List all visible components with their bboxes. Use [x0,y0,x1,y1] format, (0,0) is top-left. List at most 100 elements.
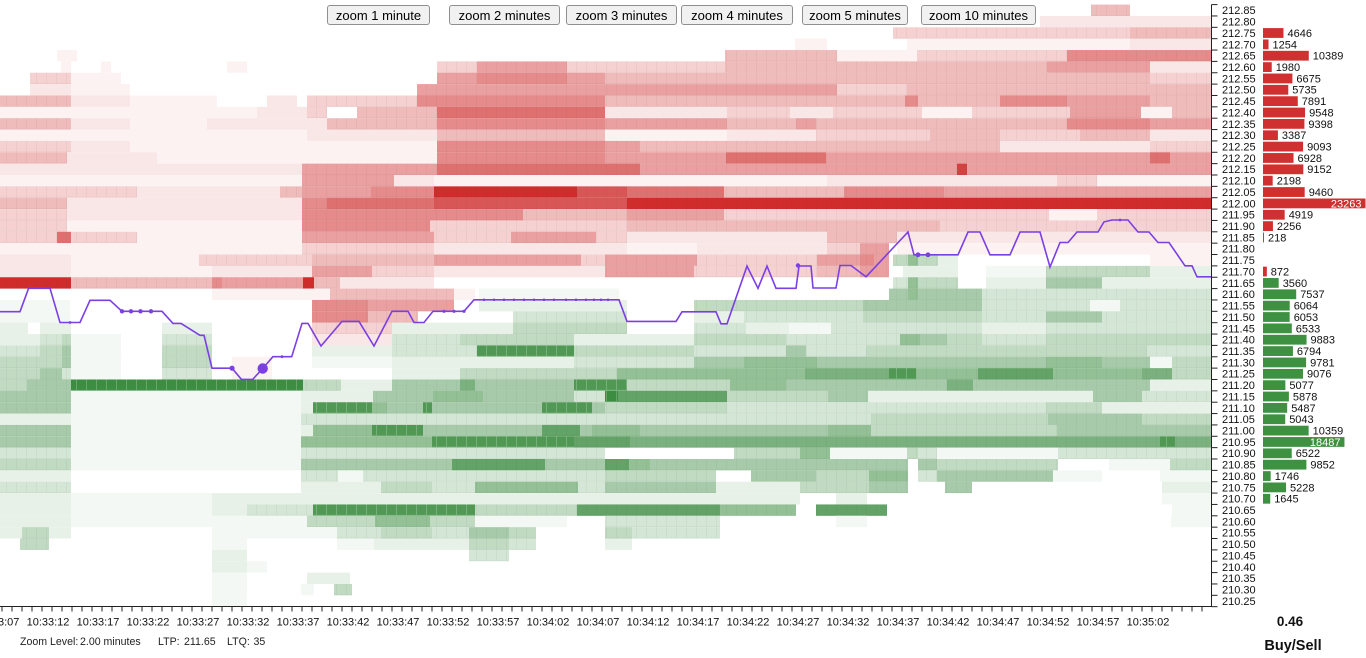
svg-text:212.10: 212.10 [1222,176,1256,188]
svg-text:210.95: 210.95 [1222,437,1256,449]
svg-text:210.45: 210.45 [1222,550,1256,562]
svg-text:210.40: 210.40 [1222,562,1256,574]
svg-text:211.20: 211.20 [1222,380,1255,392]
svg-text:5878: 5878 [1293,391,1317,403]
svg-text:211.35: 211.35 [1222,346,1255,358]
svg-text:6794: 6794 [1297,346,1321,358]
svg-text:10:34:47: 10:34:47 [977,617,1020,629]
svg-text:10:33:52: 10:33:52 [427,617,470,629]
svg-text:10:34:22: 10:34:22 [727,617,770,629]
svg-text:211.30: 211.30 [1222,357,1255,369]
svg-text:211.75: 211.75 [1222,255,1255,267]
svg-text:211.70: 211.70 [1222,266,1255,278]
svg-text:7891: 7891 [1302,96,1326,108]
svg-text:211.55: 211.55 [1222,301,1255,313]
svg-text:10389: 10389 [1313,51,1344,63]
svg-text:212.20: 212.20 [1222,153,1256,165]
svg-text:211.60: 211.60 [1222,289,1255,301]
svg-text:212.70: 212.70 [1222,39,1256,51]
svg-text:9883: 9883 [1311,335,1335,347]
svg-text:218: 218 [1268,232,1286,244]
svg-text:10:33:42: 10:33:42 [327,617,370,629]
svg-text:211.10: 211.10 [1222,403,1255,415]
svg-text:210.50: 210.50 [1222,539,1256,551]
svg-text:211.05: 211.05 [1222,414,1255,426]
svg-text:210.25: 210.25 [1222,596,1256,608]
svg-text:10:33:27: 10:33:27 [177,617,220,629]
svg-text:210.80: 210.80 [1222,471,1256,483]
svg-text:212.50: 212.50 [1222,85,1256,97]
svg-text:9076: 9076 [1307,369,1331,381]
svg-text:10:34:42: 10:34:42 [927,617,970,629]
svg-text:2198: 2198 [1277,176,1301,188]
svg-text:9781: 9781 [1310,357,1334,369]
svg-text:10:34:52: 10:34:52 [1027,617,1070,629]
svg-text:10:34:02: 10:34:02 [527,617,570,629]
svg-text:212.80: 212.80 [1222,17,1256,29]
svg-text:4646: 4646 [1288,28,1312,40]
svg-text:10:35:02: 10:35:02 [1127,617,1170,629]
svg-text:10359: 10359 [1313,426,1344,438]
svg-text:6928: 6928 [1298,153,1322,165]
svg-text:10:34:57: 10:34:57 [1077,617,1120,629]
svg-text:211.85: 211.85 [1222,232,1255,244]
svg-text:5487: 5487 [1291,403,1315,415]
svg-text:212.65: 212.65 [1222,51,1256,63]
svg-text:9852: 9852 [1310,460,1334,472]
svg-text:212.40: 212.40 [1222,107,1256,119]
svg-text:10:33:22: 10:33:22 [127,617,170,629]
svg-text:212.15: 212.15 [1222,164,1256,176]
svg-text:211.90: 211.90 [1222,221,1255,233]
svg-text:9152: 9152 [1307,164,1331,176]
svg-text:212.45: 212.45 [1222,96,1256,108]
svg-text:23263: 23263 [1331,198,1362,210]
svg-text:4919: 4919 [1289,210,1313,222]
svg-text:210.30: 210.30 [1222,585,1256,597]
svg-text:212.55: 212.55 [1222,73,1256,85]
svg-text:10:34:27: 10:34:27 [777,617,820,629]
svg-text:10:33:37: 10:33:37 [277,617,320,629]
svg-text:10:34:32: 10:34:32 [827,617,870,629]
svg-text:210.75: 210.75 [1222,482,1256,494]
svg-text:1980: 1980 [1276,62,1300,74]
svg-text:3387: 3387 [1282,130,1306,142]
svg-text:5228: 5228 [1290,482,1314,494]
svg-text:211.65: 211.65 [1222,278,1255,290]
svg-text:10:33:47: 10:33:47 [377,617,420,629]
svg-text:6533: 6533 [1296,323,1320,335]
svg-text:1746: 1746 [1275,471,1299,483]
svg-text:210.60: 210.60 [1222,516,1256,528]
svg-text:212.35: 212.35 [1222,119,1256,131]
svg-text:10:33:07: 10:33:07 [0,617,19,629]
svg-text:9398: 9398 [1308,119,1332,131]
svg-text:9548: 9548 [1309,107,1333,119]
svg-text:211.80: 211.80 [1222,244,1255,256]
svg-text:7537: 7537 [1300,289,1324,301]
svg-text:212.25: 212.25 [1222,142,1256,154]
svg-text:211.00: 211.00 [1222,426,1255,438]
svg-text:6064: 6064 [1294,301,1318,313]
svg-text:0.46: 0.46 [1277,614,1304,629]
svg-text:211.45: 211.45 [1222,323,1255,335]
svg-text:210.70: 210.70 [1222,494,1256,506]
svg-text:9460: 9460 [1309,187,1333,199]
svg-text:10:34:37: 10:34:37 [877,617,920,629]
svg-text:212.30: 212.30 [1222,130,1256,142]
svg-text:10:34:17: 10:34:17 [677,617,720,629]
svg-text:211.15: 211.15 [1222,391,1255,403]
svg-text:211.50: 211.50 [1222,312,1255,324]
svg-text:1645: 1645 [1274,494,1298,506]
svg-text:10:33:57: 10:33:57 [477,617,520,629]
svg-text:210.85: 210.85 [1222,460,1256,472]
svg-text:5077: 5077 [1289,380,1313,392]
svg-text:Buy/Sell: Buy/Sell [1264,638,1321,654]
svg-text:10:34:07: 10:34:07 [577,617,620,629]
svg-text:210.65: 210.65 [1222,505,1256,517]
svg-text:10:33:17: 10:33:17 [77,617,120,629]
svg-text:10:33:32: 10:33:32 [227,617,270,629]
svg-text:6675: 6675 [1296,73,1320,85]
svg-text:10:33:12: 10:33:12 [27,617,70,629]
svg-text:211.95: 211.95 [1222,210,1255,222]
svg-text:10:34:12: 10:34:12 [627,617,670,629]
